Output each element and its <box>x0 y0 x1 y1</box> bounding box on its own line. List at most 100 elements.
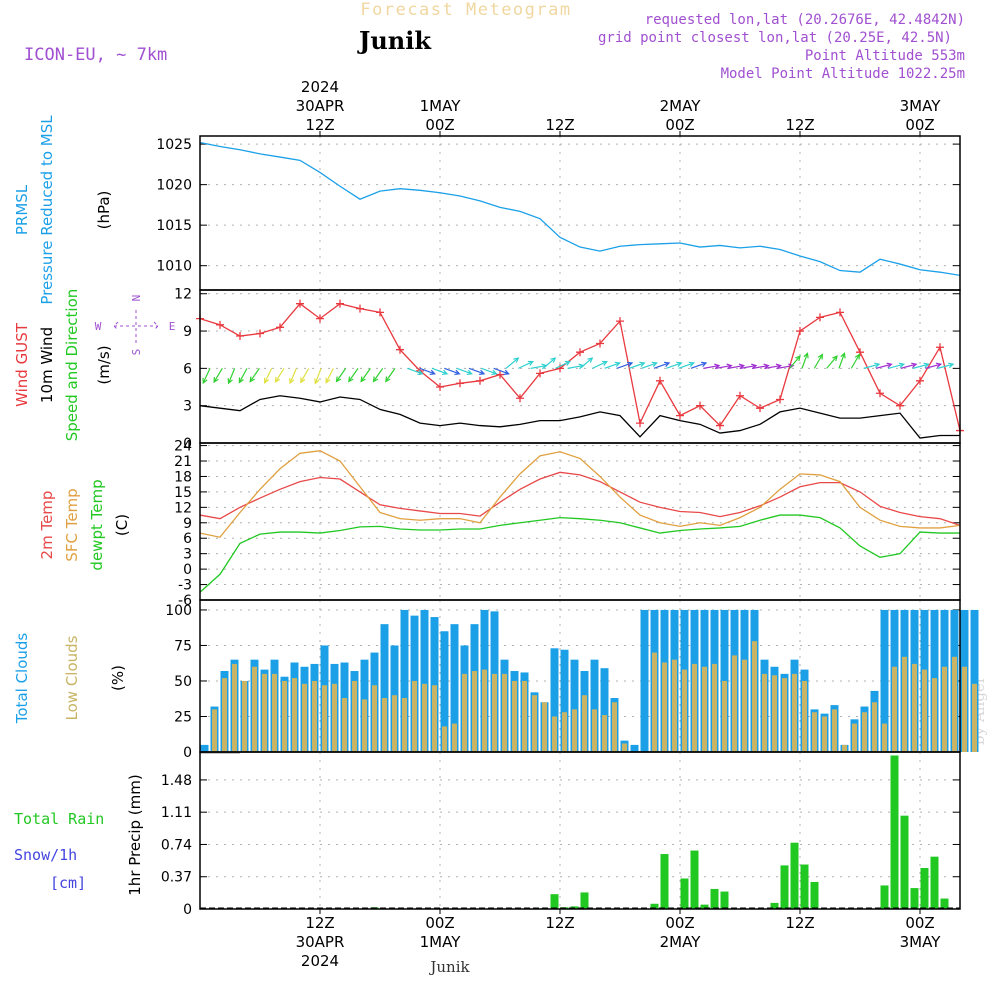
cloud-low-bar <box>812 712 817 752</box>
pressure-axis-label: (hPa) <box>95 191 113 230</box>
wind-arrow-head <box>263 377 270 384</box>
wind-arrow-head <box>513 357 520 363</box>
cloud-low-bar <box>692 663 697 752</box>
cloud-low-bar <box>712 663 717 752</box>
wind-arrow <box>752 364 769 369</box>
wind-arrow-head <box>898 362 906 369</box>
wind-arrow-head <box>601 360 609 366</box>
cloud-total-bar <box>880 609 889 752</box>
cloud-low-bar <box>672 659 677 752</box>
wind-arrow <box>592 361 608 369</box>
gust-marker <box>876 389 884 398</box>
cloud-low-bar <box>352 680 357 752</box>
clouds-tick-label: 25 <box>174 709 192 725</box>
cloud-low-bar <box>682 669 687 752</box>
wind-arrow <box>300 368 310 383</box>
precip-tick-label: 0 <box>183 902 192 918</box>
precip-bar <box>880 885 889 909</box>
point-altitude: Point Altitude 553m <box>805 48 965 64</box>
cloud-total-bar <box>720 609 729 752</box>
cloud-low-bar <box>372 685 377 752</box>
wind-arrow <box>912 363 929 369</box>
time-label-top: 2MAY <box>660 97 702 115</box>
gust-marker <box>316 314 324 323</box>
wind-arrow-head <box>688 361 695 367</box>
gust-marker <box>456 379 464 388</box>
temperature-tick-label: 6 <box>183 531 192 547</box>
time-label-top: 3MAY <box>900 97 942 115</box>
gust-marker <box>796 327 804 336</box>
wind-arrow <box>264 368 273 384</box>
wind-arrow <box>228 368 236 384</box>
wind-series-wind10m <box>199 395 960 439</box>
time-label-top: 2024 <box>301 78 339 96</box>
wind-arrow-head <box>854 353 860 360</box>
wind-arrow <box>703 364 720 369</box>
pressure-axis-label: PRMSL <box>13 184 31 235</box>
precip-axis-label: 1hr Precip (mm) <box>126 774 144 895</box>
gust-marker <box>376 308 384 317</box>
time-label-bottom: 30APR <box>296 933 345 951</box>
clouds-tick-label: 75 <box>174 638 192 654</box>
cloud-low-bar <box>752 641 757 752</box>
cloud-low-bar <box>832 709 837 752</box>
wind-arrow <box>616 362 633 369</box>
wind-arrow <box>542 357 556 369</box>
wind-arrow-head <box>626 361 634 367</box>
wind-arrow-head <box>832 355 838 362</box>
footer-location: Junik <box>428 958 470 976</box>
requested-coords: requested lon,lat (20.2676E, 42.4842N) <box>645 12 965 28</box>
time-label-bottom: 2MAY <box>660 933 702 951</box>
wind-arrow-head <box>454 369 461 376</box>
wind-arrow <box>900 363 917 369</box>
wind-arrow-head <box>874 362 881 369</box>
temperature-tick-label: 12 <box>174 500 192 516</box>
cloud-low-bar <box>472 671 477 752</box>
cloud-low-bar <box>362 699 367 752</box>
cloud-low-bar <box>492 673 497 752</box>
precip-legend-item: [cm] <box>50 874 86 892</box>
wind-arrow <box>727 364 744 369</box>
cloud-low-bar <box>722 680 727 752</box>
wind-arrow-head <box>238 377 244 384</box>
cloud-low-bar <box>582 695 587 752</box>
gust-marker <box>216 320 224 329</box>
wind-panel: 0 3 6 9 12 Wind GUST 10m Wind Speed and Directi… <box>13 287 964 452</box>
compass-rose <box>113 310 159 344</box>
wind-arrow <box>372 368 384 382</box>
gust-marker <box>536 369 544 378</box>
precip-bar <box>580 892 589 909</box>
wind-arrow <box>481 367 497 375</box>
temperature-frame <box>199 442 961 601</box>
wind-arrow-head <box>763 363 770 370</box>
cloud-total-bar <box>550 648 559 752</box>
wind-arrow-head <box>213 377 219 384</box>
precip-bar <box>930 856 939 909</box>
pressure-tick-label: 1015 <box>156 218 192 234</box>
clouds-axis-label: (%) <box>109 665 127 691</box>
wind-axis-label: Wind GUST <box>13 322 31 407</box>
cloud-low-bar <box>282 680 287 752</box>
wind-arrow <box>641 362 657 369</box>
wind-arrow-head <box>360 376 366 383</box>
compass-west: W <box>95 320 102 333</box>
cloud-low-bar <box>942 666 947 752</box>
temperature-tick-label: 21 <box>174 454 192 470</box>
precip-legend-item: Snow/1h <box>14 846 77 864</box>
temperature-tick-label: 0 <box>183 562 192 578</box>
cloud-low-bar <box>292 678 297 752</box>
time-label-bottom: 3MAY <box>900 933 942 951</box>
gust-marker <box>576 348 584 357</box>
precip-tick-label: 0.74 <box>161 837 192 853</box>
time-label-top: 00Z <box>665 116 694 134</box>
clouds-panel: 0 25 50 75 100 Total Clouds Low Clouds (%) <box>13 599 979 761</box>
cloud-low-bar <box>862 712 867 752</box>
wind-arrow-head <box>300 377 306 384</box>
temperature-tick-label: -3 <box>178 578 192 594</box>
cloud-low-bar <box>272 673 277 752</box>
pressure-tick-label: 1020 <box>156 178 192 194</box>
wind-arrow-head <box>840 352 846 359</box>
gust-marker <box>816 313 824 322</box>
cloud-low-bar <box>502 673 507 752</box>
cloud-low-bar <box>732 655 737 752</box>
